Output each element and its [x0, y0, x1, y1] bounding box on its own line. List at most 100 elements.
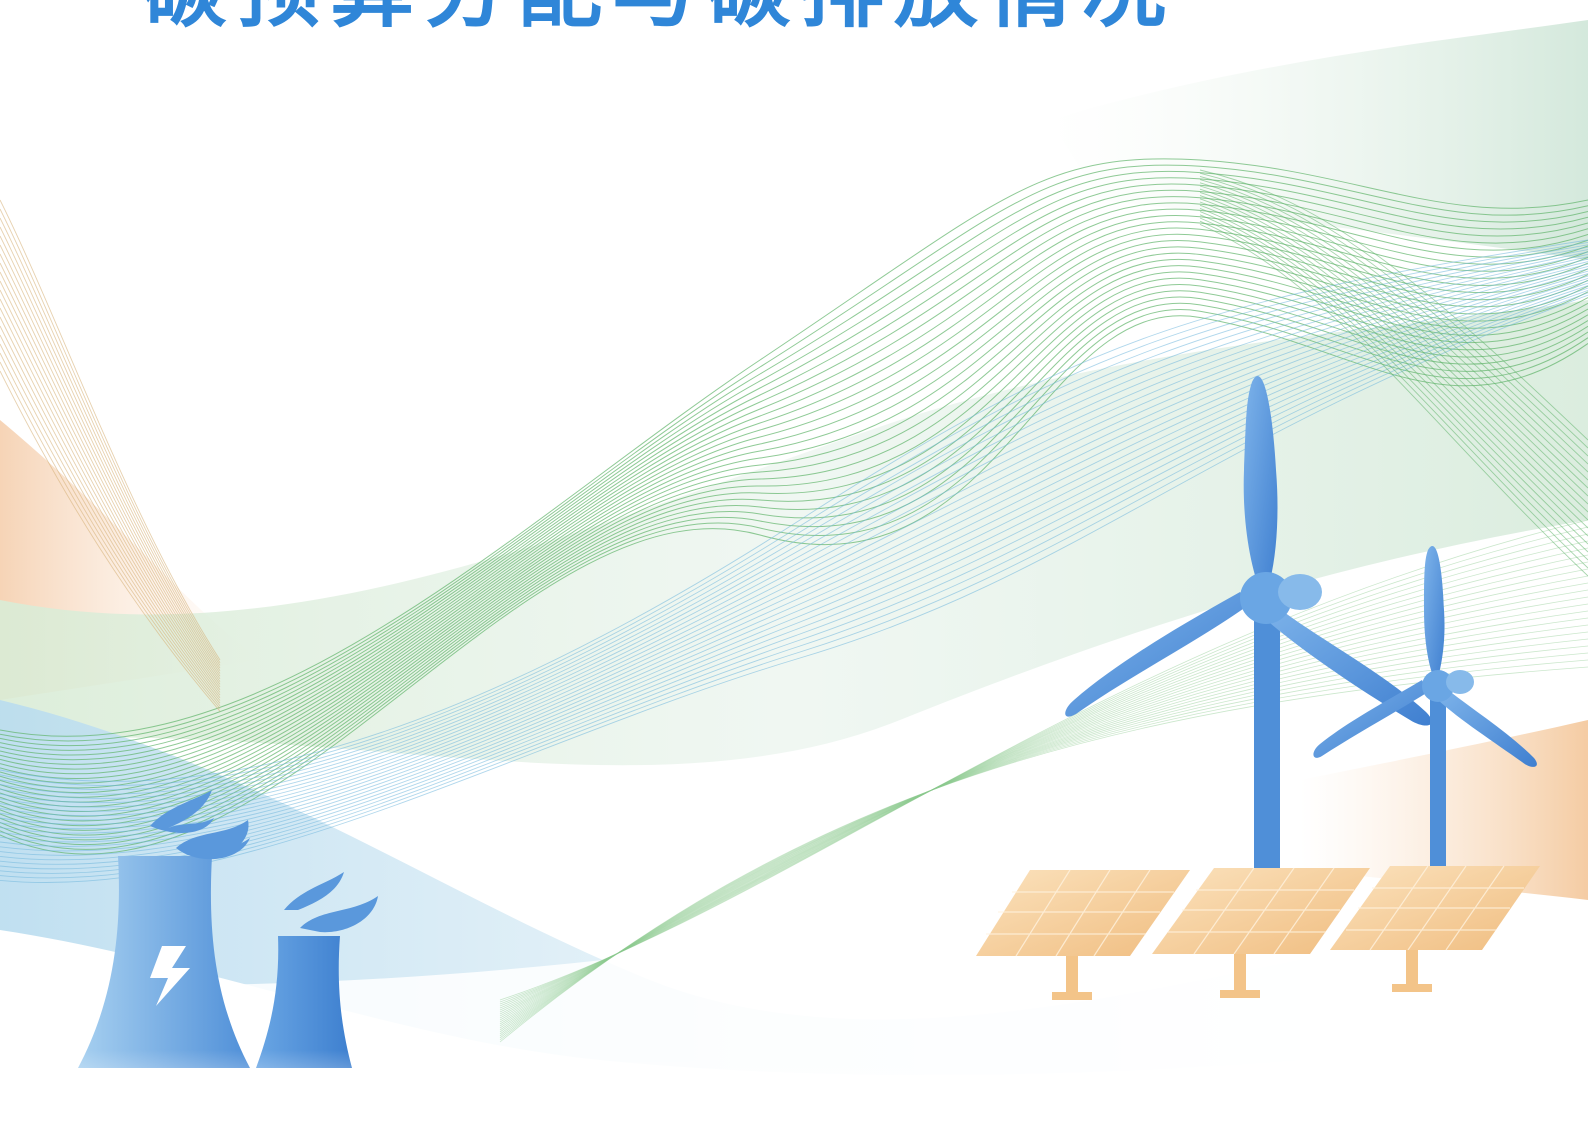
wave-line: [0, 265, 1588, 817]
wave-line: [1199, 188, 1588, 489]
wave-line: [0, 208, 221, 663]
wave-line: [1199, 211, 1588, 545]
wave-line: [499, 645, 1588, 1037]
wave-lines-right: [1199, 169, 1588, 577]
wave-lines-left: [0, 199, 221, 712]
wave-line: [0, 241, 1588, 786]
wave-line: [0, 283, 1588, 831]
wave-line: [1199, 169, 1588, 441]
wave-line: [0, 294, 1588, 883]
wave-line: [1199, 217, 1588, 561]
wave-line: [0, 158, 1588, 737]
wave-line: [0, 164, 1588, 742]
wave-line: [499, 596, 1588, 1023]
wave-line: [0, 271, 221, 682]
wave-line: [0, 235, 221, 672]
wave-line: [1199, 198, 1588, 513]
wave-line: [1199, 185, 1588, 481]
wave-line: [0, 217, 221, 666]
wave-line: [0, 289, 221, 688]
wave-line: [499, 540, 1588, 1007]
wave-line: [1199, 214, 1588, 553]
wave-line: [499, 568, 1588, 1015]
wave-line: [0, 214, 1588, 780]
wave-line: [0, 253, 1588, 808]
wave-line: [0, 343, 221, 704]
wave-line: [0, 309, 1588, 850]
wave-line: [0, 177, 1588, 751]
wave-line: [1199, 207, 1588, 537]
wave-line: [0, 246, 1588, 803]
wave-line: [0, 292, 1588, 879]
wave-line: [0, 226, 221, 669]
solar-panel-icon: [976, 869, 1190, 1000]
wave-line: [0, 252, 1588, 808]
wave-line: [0, 253, 221, 677]
wave-line: [1199, 195, 1588, 505]
wave-line: [1199, 204, 1588, 529]
power-plant-icon: [78, 790, 378, 1068]
wave-line: [499, 624, 1588, 1031]
wave-line: [0, 302, 1588, 845]
wave-line: [0, 262, 221, 680]
wave-line: [0, 208, 1588, 775]
wave-line: [0, 265, 1588, 830]
wave-line: [0, 296, 1588, 841]
wind-turbine-icon: [1065, 375, 1432, 868]
wave-line: [0, 258, 1588, 817]
wave-line: [499, 533, 1588, 1005]
solar-panel-icon: [1330, 865, 1540, 992]
wave-line: [499, 526, 1588, 1003]
wave-line: [0, 268, 1588, 834]
wave-line: [0, 199, 221, 661]
lightning-icon: [150, 946, 190, 1006]
wave-line: [499, 547, 1588, 1009]
wave-line: [499, 589, 1588, 1021]
wave-line: [0, 196, 1588, 765]
wave-line: [499, 561, 1588, 1013]
wave-line: [1199, 201, 1588, 521]
wave-line: [499, 575, 1588, 1017]
wave-line: [499, 638, 1588, 1035]
wave-line: [499, 519, 1588, 1001]
wave-line: [1199, 223, 1588, 577]
wave-line: [499, 603, 1588, 1025]
wave-line: [0, 316, 221, 696]
wave-line: [0, 270, 1588, 839]
wave-line: [0, 170, 1588, 747]
wave-line: [499, 631, 1588, 1033]
wave-line: [0, 352, 221, 707]
wave-line: [499, 617, 1588, 1029]
wave-line: [499, 582, 1588, 1019]
wave-line: [0, 273, 1588, 843]
wave-line: [0, 240, 1588, 798]
wave-line: [499, 610, 1588, 1027]
wave-line: [0, 261, 1588, 821]
wave-line: [0, 202, 1588, 770]
page-title: 碳预算分配与碳排放情况: [142, 0, 1176, 32]
wave-line: [0, 280, 221, 685]
wave-line: [1199, 172, 1588, 449]
wave-line: [1199, 179, 1588, 465]
wave-line: [0, 183, 1588, 756]
wave-line: [1199, 220, 1588, 569]
wave-line: [0, 246, 1588, 795]
wave-line: [0, 277, 1588, 826]
wave-line: [1199, 182, 1588, 473]
wave-line: [0, 244, 221, 674]
background-bands: [0, 20, 1588, 1144]
wave-line: [1199, 175, 1588, 457]
wave-line: [0, 227, 1588, 789]
wave-line: [0, 189, 1588, 761]
wave-line: [0, 263, 1588, 825]
wave-line: [0, 256, 1588, 812]
wave-line: [0, 239, 1588, 782]
wave-line: [0, 271, 1588, 822]
wave-line: [0, 334, 221, 701]
solar-panel-icon: [1152, 867, 1370, 998]
smoke-icon: [150, 790, 378, 933]
wave-line: [0, 370, 221, 712]
wave-line: [0, 298, 221, 690]
wave-line: [0, 325, 221, 699]
